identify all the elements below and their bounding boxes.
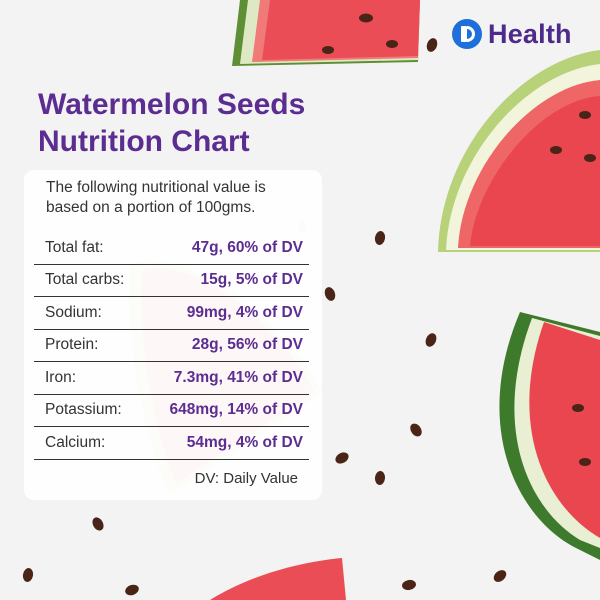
- row-value: 47g, 60% of DV: [191, 238, 303, 256]
- row-value: 28g, 56% of DV: [191, 336, 303, 354]
- title-line-1: Watermelon Seeds: [38, 88, 306, 121]
- row-label: Calcium:: [45, 433, 106, 451]
- b-circle-logo-icon: [452, 19, 482, 49]
- page-title: Watermelon Seeds Nutrition Chart: [38, 86, 358, 160]
- watermelon-slice-top: [232, 0, 420, 66]
- row-value: 15g, 5% of DV: [200, 271, 304, 289]
- watermelon-slice-bottom: [210, 558, 346, 600]
- row-value: 99mg, 4% of DV: [186, 303, 303, 321]
- nutrition-row-protein: Protein: 28g, 56% of DV: [34, 330, 309, 362]
- watermelon-slice-right-lower: [499, 312, 600, 560]
- nutrition-card: The following nutritional value is based…: [24, 170, 322, 500]
- row-label: Sodium:: [45, 303, 102, 321]
- nutrition-row-total-fat: Total fat: 47g, 60% of DV: [34, 232, 309, 265]
- brand-name: Health: [488, 18, 572, 49]
- row-label: Potassium:: [45, 401, 122, 419]
- nutrition-row-calcium: Calcium: 54mg, 4% of DV: [34, 427, 309, 460]
- nutrition-row-total-carbs: Total carbs: 15g, 5% of DV: [34, 265, 309, 297]
- intro-text: The following nutritional value is based…: [46, 179, 266, 216]
- brand-logo: Health: [452, 18, 572, 50]
- nutrition-row-potassium: Potassium: 648mg, 14% of DV: [34, 395, 309, 427]
- dv-footnote: DV: Daily Value: [194, 470, 298, 487]
- watermelon-slice-right-upper: [438, 50, 600, 252]
- row-label: Iron:: [45, 368, 77, 386]
- row-value: 54mg, 4% of DV: [186, 433, 303, 451]
- row-label: Protein:: [45, 336, 99, 354]
- row-value: 648mg, 14% of DV: [169, 401, 303, 419]
- row-label: Total fat:: [45, 238, 104, 256]
- nutrition-table: Total fat: 47g, 60% of DV Total carbs: 1…: [34, 232, 309, 460]
- nutrition-row-iron: Iron: 7.3mg, 41% of DV: [34, 362, 309, 395]
- title-line-2: Nutrition Chart: [38, 125, 250, 158]
- row-value: 7.3mg, 41% of DV: [173, 368, 303, 386]
- nutrition-row-sodium: Sodium: 99mg, 4% of DV: [34, 297, 309, 330]
- row-label: Total carbs:: [45, 271, 125, 289]
- watermelon-seeds: [22, 38, 507, 596]
